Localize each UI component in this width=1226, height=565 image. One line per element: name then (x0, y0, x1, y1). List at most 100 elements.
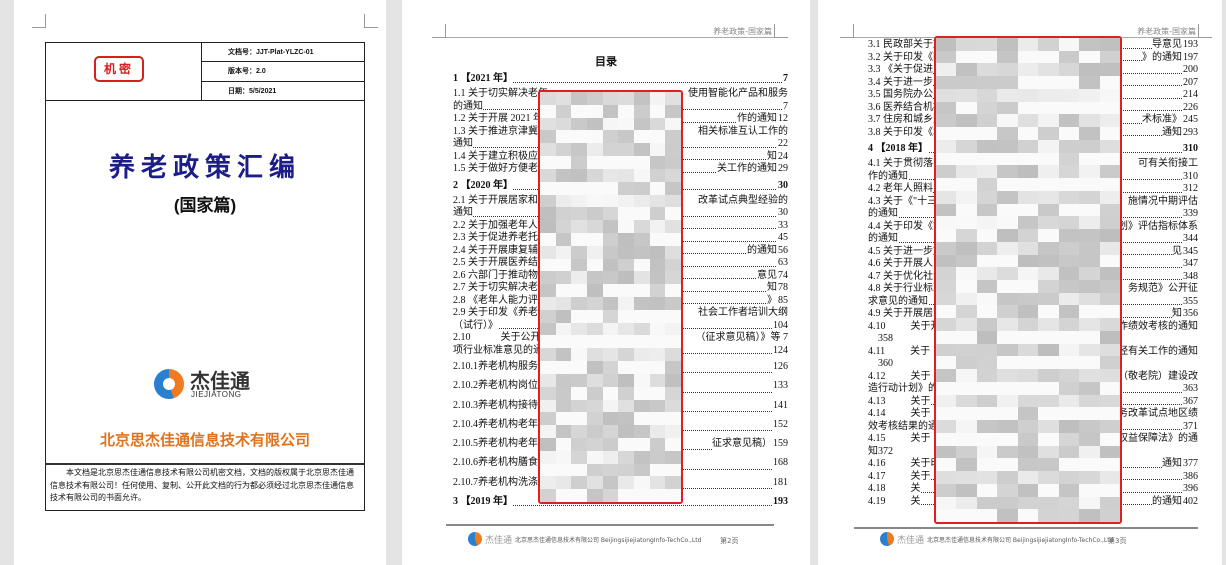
redaction-cell (997, 63, 1018, 77)
toc-heading[interactable]: 3 【2019 年】 193 (453, 492, 788, 512)
toc-entry[interactable]: 4.1 关于贯彻落实 可有关衔接工 (868, 158, 1198, 171)
redaction-cell (976, 483, 998, 497)
redaction-cell (1017, 420, 1039, 433)
redaction-cell (587, 284, 603, 297)
redaction-cell (571, 181, 587, 195)
toc-entry[interactable]: 4.14 关于 务改革试点地区绩 (868, 408, 1198, 421)
toc-entry[interactable]: 4.7 关于优化社会 348 (868, 270, 1198, 283)
redaction-cell (602, 412, 619, 426)
redaction-cell (1058, 381, 1080, 395)
toc-page-number: 214 (1182, 89, 1198, 102)
redaction-cell (665, 104, 681, 118)
toc-entry-text: 作的通知 (868, 170, 908, 183)
redaction-cell (1058, 50, 1080, 64)
toc-entry-text: 2.10.3养老机构接待 (453, 395, 538, 415)
redaction-cell (976, 445, 998, 459)
toc-entry[interactable]: 2.1 关于开展居家和社 改革试点典型经验的 (453, 194, 788, 207)
redaction-cell (936, 509, 957, 522)
toc-page-number: 226 (1182, 101, 1198, 114)
redaction-cell (649, 181, 666, 195)
redaction-cell (976, 432, 998, 446)
redaction-cell (540, 156, 556, 169)
toc-entry[interactable]: 2.9 关于印发《养老院 社会工作者培训大纲 (453, 307, 788, 320)
toc-page-number: 348 (1182, 270, 1198, 283)
toc-entry[interactable]: 4.12 关于 （敬老院）建设改 (868, 370, 1198, 383)
redaction-cell (1079, 88, 1100, 102)
redaction-cell (936, 445, 957, 459)
toc-entry[interactable]: 4.3 关于《"十三 施情况中期评估 (868, 195, 1198, 208)
page-number: 第3页 (1108, 537, 1127, 545)
redaction-cell (587, 489, 603, 502)
redaction-cell (587, 437, 603, 451)
redaction-cell (602, 476, 619, 490)
toc-entry[interactable]: 1.3 关于推进京津冀 相关标准互认工作的 (453, 125, 788, 138)
toc-entry[interactable]: 2.10.5养老机构老年 征求意见稿） 159 (453, 434, 788, 454)
redaction-cell (956, 101, 977, 115)
redaction-cell (997, 165, 1018, 179)
redaction-cell (1038, 458, 1059, 472)
redaction-cell (936, 356, 957, 370)
redaction-cell (997, 50, 1018, 64)
toc-entry[interactable]: 4.15 关于 权益保障法》的通 (868, 433, 1198, 446)
redaction-cell (555, 425, 572, 438)
redaction-cell (634, 117, 650, 131)
redaction-cell (1079, 292, 1100, 306)
redaction-cell (1017, 190, 1039, 204)
redaction-cell (1079, 458, 1100, 472)
toc-page-number: 347 (1182, 258, 1198, 271)
logo-icon (154, 369, 184, 399)
toc-page-number: 356 (1182, 308, 1198, 321)
redaction-cell (936, 76, 957, 89)
redaction-cell (571, 361, 587, 374)
toc-page-number: 367 (1182, 395, 1198, 408)
toc-page-number: 56 (777, 244, 788, 257)
toc-entry[interactable]: 358 (868, 333, 1198, 346)
toc-page-number: 181 (772, 472, 788, 493)
redaction-cell (1079, 203, 1100, 217)
redaction-cell (1079, 445, 1100, 459)
toc-heading[interactable]: 1 【2021 年】 7 (453, 69, 788, 88)
redaction-cell (555, 92, 572, 105)
redaction-cell (649, 156, 666, 169)
redaction-cell (956, 178, 977, 191)
toc-entry[interactable]: 知372 (868, 445, 1198, 458)
redaction-cell (1017, 483, 1039, 497)
redaction-cell (555, 322, 572, 336)
redaction-cell (540, 386, 556, 400)
redaction-cell (618, 386, 634, 400)
toc-entry[interactable]: 2.10 关于公开 （征求意见稿）》等 7 (453, 332, 788, 345)
toc-entry-text-tail: 知 (767, 150, 777, 163)
redaction-cell (587, 194, 603, 208)
redaction-cell (1058, 496, 1080, 510)
redaction-cell (618, 476, 634, 490)
toc-entry[interactable]: 4.11 关于 经有关工作的通知 (868, 345, 1198, 358)
redaction-cell (936, 496, 957, 510)
redaction-cell (571, 348, 587, 362)
redaction-cell (555, 117, 572, 131)
toc-entry[interactable]: 4.5 关于进一步加 见 345 (868, 245, 1198, 258)
redaction-cell (1058, 38, 1080, 51)
redaction-cell (976, 407, 998, 421)
redaction-cell (936, 483, 957, 497)
redaction-cell (540, 322, 556, 336)
toc-entry-text: 4.4 关于印发《" (868, 220, 938, 233)
toc-entry[interactable]: 4.4 关于印发《" 规划》评估指标体系 (868, 220, 1198, 233)
redaction-cell (602, 322, 619, 336)
redaction-cell (956, 114, 977, 128)
redaction-cell (555, 335, 572, 349)
toc-entry-text: 4.6 关于开展人口 (868, 258, 943, 271)
redaction-cell (571, 425, 587, 438)
toc-entry[interactable]: 360 (868, 358, 1198, 371)
redaction-cell (634, 271, 650, 285)
redaction-cell (555, 476, 572, 490)
redaction-cell (1058, 139, 1080, 153)
toc-entry[interactable]: 4.8 关于行业标准 务规范》公开征 (868, 283, 1198, 296)
toc-entry-text: 1 【2021 年】 (453, 69, 513, 88)
toc-entry-text: 2.2 关于加强老年人 (453, 219, 538, 232)
redaction-cell (1099, 432, 1120, 446)
redaction-cell (602, 271, 619, 285)
toc-entry[interactable]: 1.1 关于切实解决老年 使用智能化产品和服务 (453, 88, 788, 101)
toc-entry[interactable]: 4.10 关于开 作绩效考核的通知 (868, 320, 1198, 333)
confidentiality-notice: 本文档是北京思杰佳通信息技术有限公司机密文档，文档的版权属于北京思杰佳通信息技术… (46, 463, 364, 511)
redaction-cell (997, 139, 1018, 153)
